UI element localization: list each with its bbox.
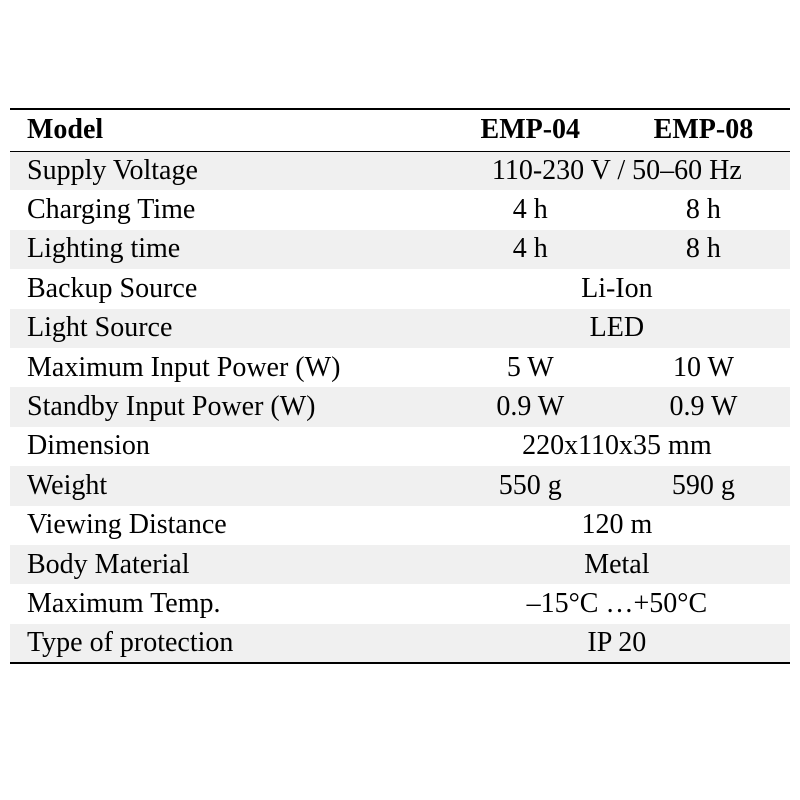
row-label: Maximum Temp.: [27, 587, 221, 619]
row-label: Light Source: [27, 312, 173, 344]
table-row: Lighting time 4 h 8 h: [10, 229, 790, 270]
cell-value: 590 g: [671, 469, 735, 501]
cell-value: 5 W: [506, 351, 554, 383]
table-body: Supply Voltage 110-230 V / 50–60 Hz Chargi…: [10, 151, 790, 664]
cell-value: 8 h: [685, 194, 721, 226]
cell-value: Metal: [584, 548, 650, 580]
cell-value: 0.9 W: [496, 391, 565, 423]
cell-value: LED: [589, 312, 645, 344]
cell-value: 220x110x35 mm: [522, 430, 712, 462]
row-label: Standby Input Power (W): [27, 391, 316, 423]
cell-value: Li-Ion: [581, 272, 653, 304]
row-label: Charging Time: [27, 194, 196, 226]
table-row: Standby Input Power (W) 0.9 W 0.9 W: [10, 387, 790, 427]
table-row: Light Source LED: [10, 308, 790, 348]
cell-value: –15°C …+50°C: [526, 587, 708, 619]
table-row: Weight 550 g 590 g: [10, 466, 790, 506]
header-cell: EMP-08: [653, 114, 754, 146]
table-row: Viewing Distance 120 m: [10, 506, 790, 545]
header-row: Model EMP-04 EMP-08: [10, 109, 790, 151]
row-label: Weight: [27, 469, 108, 501]
table-row: Backup Source Li-Ion: [10, 269, 790, 308]
table-row: Dimension 220x110x35 mm: [10, 427, 790, 466]
cell-value: 0.9 W: [669, 391, 738, 423]
table-row: Maximum Temp. –15°C …+50°C: [10, 584, 790, 623]
row-label: Supply Voltage: [27, 154, 198, 186]
cell-value: 4 h: [512, 194, 548, 226]
row-label: Lighting time: [27, 233, 181, 265]
row-label: Maximum Input Power (W): [27, 351, 341, 383]
row-label: Viewing Distance: [27, 509, 227, 541]
table-row: Maximum Input Power (W) 5 W 10 W: [10, 348, 790, 387]
row-label: Body Material: [27, 548, 190, 580]
table-row: Charging Time 4 h 8 h: [10, 190, 790, 229]
table-header: Model EMP-04 EMP-08: [10, 109, 790, 151]
row-label: Dimension: [27, 430, 150, 462]
table-row: Supply Voltage 110-230 V / 50–60 Hz: [10, 151, 790, 191]
header-cell: Model: [27, 114, 104, 146]
table-row: Body Material Metal: [10, 544, 790, 585]
cell-value: 10 W: [672, 351, 734, 383]
cell-value: 4 h: [512, 233, 548, 265]
cell-value: 550 g: [498, 469, 562, 501]
header-cell: EMP-04: [480, 114, 581, 146]
row-label: Backup Source: [27, 272, 198, 304]
spec-table: Model EMP-04 EMP-08 Supply Voltage 110-23…: [10, 108, 790, 665]
cell-value: 110-230 V / 50–60 Hz: [491, 154, 742, 186]
cell-value: 8 h: [685, 233, 721, 265]
table-row: Type of protection IP 20: [10, 623, 790, 664]
cell-value: IP 20: [587, 626, 647, 658]
cell-value: 120 m: [581, 509, 653, 541]
row-label: Type of protection: [27, 626, 234, 658]
